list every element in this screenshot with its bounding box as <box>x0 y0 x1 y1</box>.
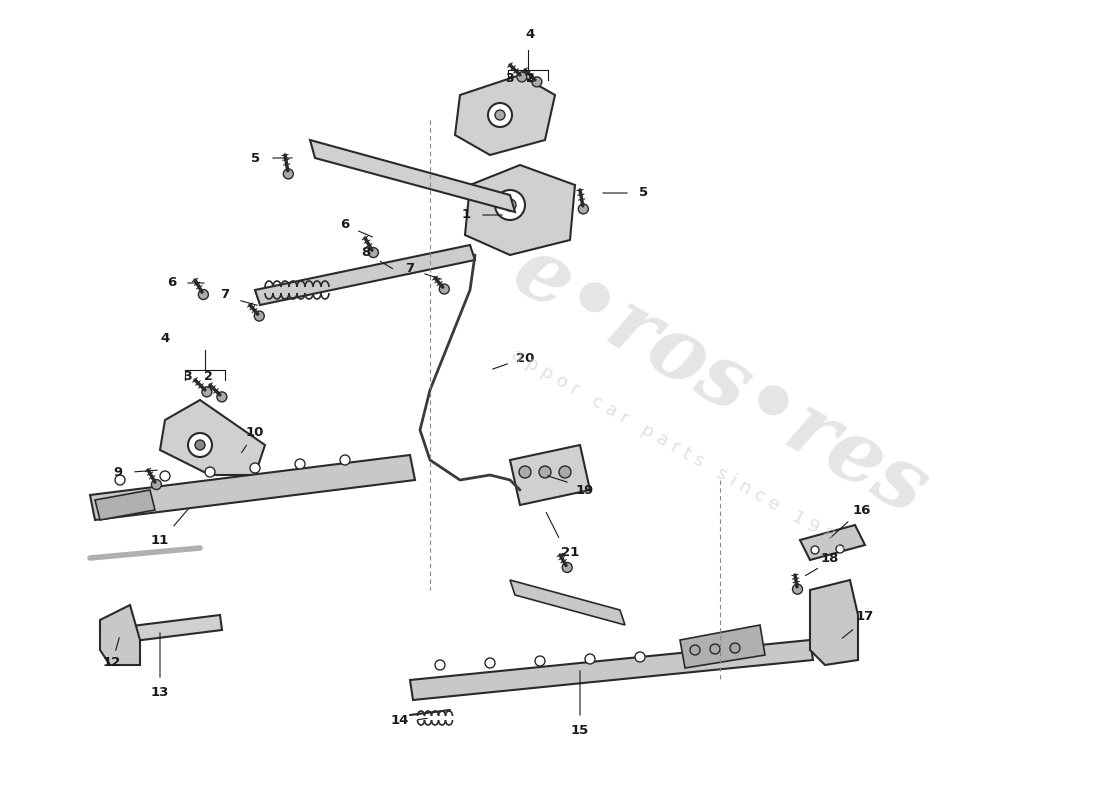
Circle shape <box>205 467 214 477</box>
Text: 7: 7 <box>220 289 230 302</box>
Text: 17: 17 <box>856 610 875 623</box>
Text: e•ros•res: e•ros•res <box>498 228 942 532</box>
Circle shape <box>792 584 803 594</box>
Circle shape <box>730 643 740 653</box>
Polygon shape <box>100 615 222 645</box>
Text: 13: 13 <box>151 686 169 698</box>
Text: 6: 6 <box>340 218 350 231</box>
Circle shape <box>217 392 227 402</box>
Text: 20: 20 <box>516 351 535 365</box>
Polygon shape <box>95 490 155 520</box>
Circle shape <box>495 190 525 220</box>
Circle shape <box>295 459 305 469</box>
Circle shape <box>368 247 378 258</box>
Circle shape <box>152 479 162 490</box>
Circle shape <box>198 290 208 299</box>
Polygon shape <box>510 445 590 505</box>
Text: 16: 16 <box>852 503 871 517</box>
Text: 1: 1 <box>461 209 471 222</box>
Polygon shape <box>410 640 813 700</box>
Circle shape <box>517 72 527 82</box>
Circle shape <box>116 475 125 485</box>
Text: 15: 15 <box>571 723 590 737</box>
Circle shape <box>710 644 720 654</box>
Circle shape <box>160 471 170 481</box>
Polygon shape <box>510 580 625 625</box>
Circle shape <box>559 466 571 478</box>
Circle shape <box>488 103 512 127</box>
Circle shape <box>434 660 446 670</box>
Text: 4: 4 <box>526 29 535 42</box>
Circle shape <box>254 311 264 321</box>
Text: 4: 4 <box>161 331 169 345</box>
Circle shape <box>685 650 695 660</box>
Circle shape <box>340 455 350 465</box>
Text: 18: 18 <box>821 551 839 565</box>
Polygon shape <box>465 165 575 255</box>
Text: 9: 9 <box>113 466 122 478</box>
Circle shape <box>439 284 449 294</box>
Circle shape <box>735 648 745 658</box>
Text: 2: 2 <box>204 370 212 383</box>
Text: 12: 12 <box>103 657 121 670</box>
Text: 2: 2 <box>526 71 535 85</box>
Text: 10: 10 <box>245 426 264 438</box>
Text: 8: 8 <box>362 246 371 259</box>
Circle shape <box>532 77 542 87</box>
Text: 6: 6 <box>167 277 177 290</box>
Circle shape <box>811 546 819 554</box>
Text: 5: 5 <box>639 186 649 199</box>
Circle shape <box>188 433 212 457</box>
Text: 5: 5 <box>252 151 261 165</box>
Circle shape <box>202 387 212 397</box>
Circle shape <box>519 466 531 478</box>
Circle shape <box>535 656 544 666</box>
Text: 14: 14 <box>390 714 409 726</box>
Circle shape <box>690 645 700 655</box>
Circle shape <box>495 110 505 120</box>
Text: 7: 7 <box>406 262 415 274</box>
Circle shape <box>635 652 645 662</box>
Circle shape <box>579 204 588 214</box>
Circle shape <box>284 169 294 179</box>
Text: 21: 21 <box>561 546 579 559</box>
Polygon shape <box>455 75 556 155</box>
Polygon shape <box>255 245 475 305</box>
Polygon shape <box>680 625 764 668</box>
Circle shape <box>562 562 572 573</box>
Circle shape <box>250 463 260 473</box>
Circle shape <box>485 658 495 668</box>
Circle shape <box>836 545 844 553</box>
Text: 3: 3 <box>184 370 192 383</box>
Polygon shape <box>100 605 140 665</box>
Polygon shape <box>800 525 865 560</box>
Circle shape <box>504 199 516 211</box>
Polygon shape <box>310 140 515 212</box>
Text: 11: 11 <box>151 534 169 546</box>
Circle shape <box>195 440 205 450</box>
Text: 3: 3 <box>506 71 515 85</box>
Text: a p p o r   c a r   p a r t s   s i n c e   1 9 8 5: a p p o r c a r p a r t s s i n c e 1 9 … <box>508 346 852 554</box>
Text: 19: 19 <box>576 483 594 497</box>
Circle shape <box>539 466 551 478</box>
Circle shape <box>585 654 595 664</box>
Polygon shape <box>160 400 265 475</box>
Polygon shape <box>810 580 858 665</box>
Polygon shape <box>90 455 415 520</box>
